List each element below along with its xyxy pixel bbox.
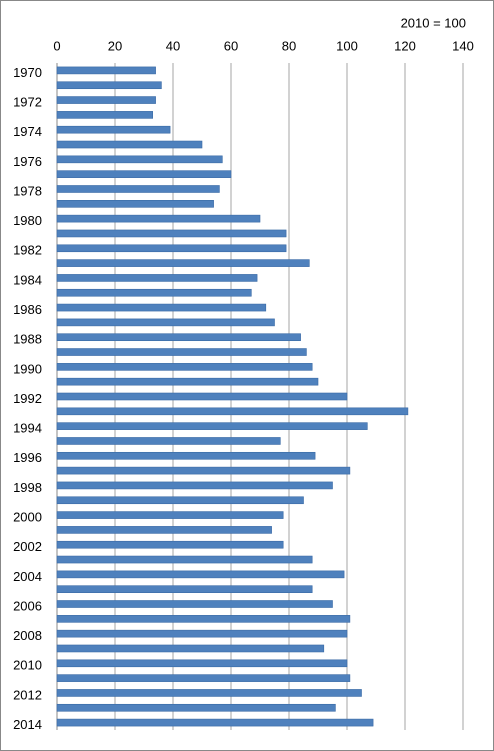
bar xyxy=(56,392,348,401)
x-tick-label: 140 xyxy=(452,38,474,53)
bar xyxy=(56,481,333,490)
annotation: 2010 = 100 xyxy=(401,15,466,30)
y-tick-label: 1988 xyxy=(13,332,42,347)
bar xyxy=(56,303,267,312)
bar xyxy=(56,629,348,638)
bar xyxy=(56,214,261,223)
bar xyxy=(56,496,304,505)
bar xyxy=(56,259,310,267)
y-tick-label: 2008 xyxy=(13,628,42,643)
bar xyxy=(56,81,162,90)
bar xyxy=(56,555,313,564)
bar xyxy=(56,718,374,727)
bar xyxy=(56,125,171,134)
bar xyxy=(56,200,214,208)
x-tick-label: 0 xyxy=(53,38,60,53)
x-tick-label: 120 xyxy=(394,38,416,53)
bar xyxy=(56,615,351,623)
y-tick-label: 1978 xyxy=(13,183,42,198)
y-tick-label: 1982 xyxy=(13,243,42,258)
y-tick-label: 1994 xyxy=(13,421,42,436)
bar xyxy=(56,348,307,356)
bar xyxy=(56,689,362,697)
bar xyxy=(56,377,319,386)
y-tick-label: 1976 xyxy=(13,154,42,169)
bar xyxy=(56,703,336,712)
bar xyxy=(56,96,156,104)
y-tick-label: 1970 xyxy=(13,65,42,80)
y-tick-label: 1998 xyxy=(13,480,42,495)
bar xyxy=(56,600,333,608)
bar xyxy=(56,155,223,164)
bar xyxy=(56,66,156,75)
x-tick-label: 60 xyxy=(224,38,238,53)
bar xyxy=(56,229,287,238)
bar xyxy=(56,185,220,193)
bar xyxy=(56,437,281,445)
bar xyxy=(56,570,345,579)
y-tick-label: 2010 xyxy=(13,658,42,673)
y-tick-label: 1986 xyxy=(13,302,42,317)
bar xyxy=(56,170,232,178)
x-tick-label: 100 xyxy=(336,38,358,53)
bar xyxy=(56,333,301,342)
x-tick-label: 20 xyxy=(108,38,122,53)
bar xyxy=(56,318,275,327)
bar xyxy=(56,526,272,534)
y-tick-label: 1992 xyxy=(13,391,42,406)
bar xyxy=(56,451,316,460)
y-tick-label: 2014 xyxy=(13,717,42,732)
x-tick-label: 80 xyxy=(282,38,296,53)
y-tick-label: 2006 xyxy=(13,598,42,613)
bar xyxy=(56,288,252,297)
y-tick-label: 2004 xyxy=(13,569,42,584)
bar xyxy=(56,363,313,371)
y-tick-label: 2002 xyxy=(13,539,42,554)
bar xyxy=(56,585,313,593)
y-tick-label: 1972 xyxy=(13,94,42,109)
bar xyxy=(56,511,284,519)
bar xyxy=(56,422,368,430)
bar xyxy=(56,674,351,682)
y-tick-label: 2000 xyxy=(13,510,42,525)
y-tick-label: 1980 xyxy=(13,213,42,228)
y-tick-label: 2012 xyxy=(13,687,42,702)
bar xyxy=(56,244,287,253)
y-tick-label: 1974 xyxy=(13,124,42,139)
y-tick-label: 1996 xyxy=(13,450,42,465)
bar xyxy=(56,407,409,416)
bar xyxy=(56,274,258,282)
bar xyxy=(56,466,351,475)
bar xyxy=(56,111,153,119)
y-tick-label: 1990 xyxy=(13,361,42,376)
bar xyxy=(56,659,348,668)
x-tick-label: 40 xyxy=(166,38,180,53)
bar xyxy=(56,140,203,149)
bar xyxy=(56,540,284,549)
bar xyxy=(56,644,325,653)
y-tick-label: 1984 xyxy=(13,272,42,287)
